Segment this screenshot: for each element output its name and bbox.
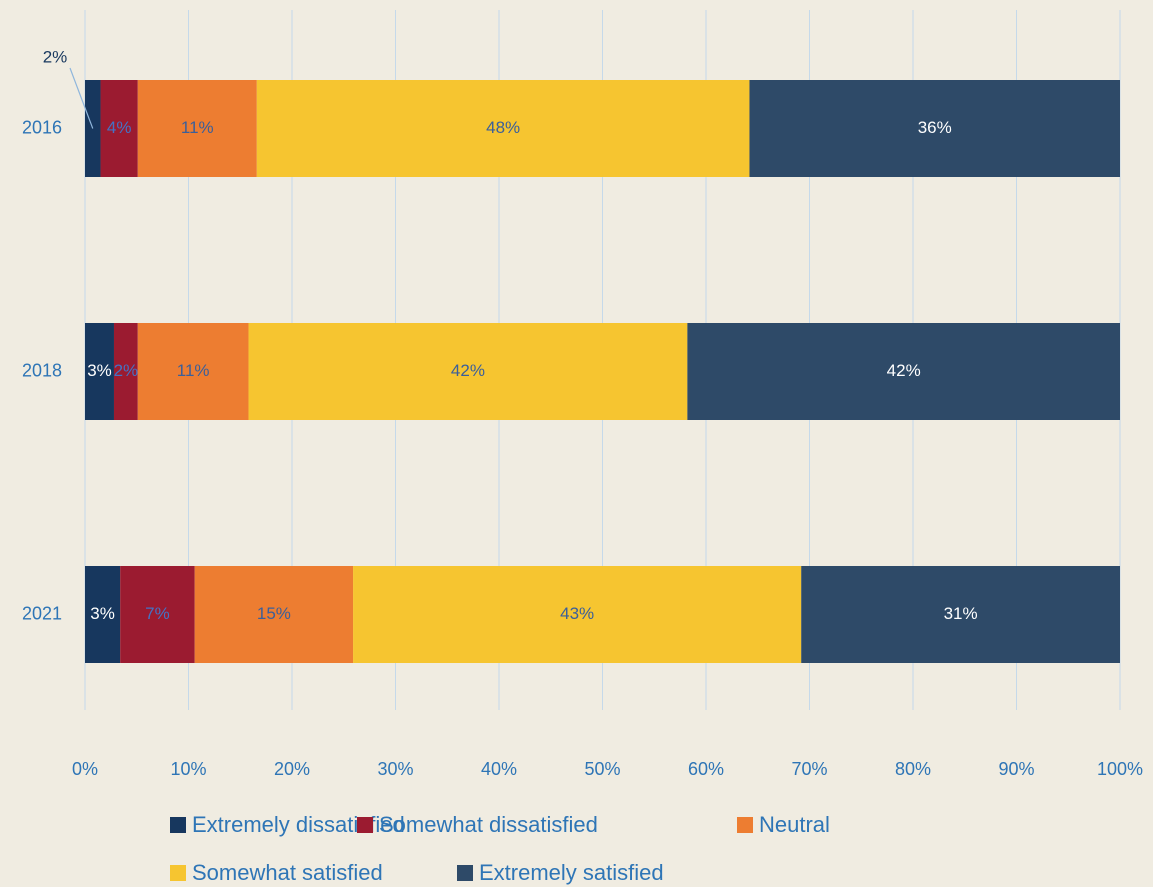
x-tick-label: 70% (791, 759, 827, 779)
data-label: 42% (451, 361, 485, 380)
x-tick-label: 10% (170, 759, 206, 779)
bar-segment (137, 323, 249, 420)
x-tick-label: 80% (895, 759, 931, 779)
data-label: 15% (257, 604, 291, 623)
data-label: 2% (114, 361, 139, 380)
data-label: 3% (90, 604, 115, 623)
legend-swatch (170, 865, 186, 881)
legend-swatch (737, 817, 753, 833)
bar-segment (85, 566, 121, 663)
bar-segment (256, 80, 750, 177)
bar-segment (687, 323, 1120, 420)
bar-segment (353, 566, 802, 663)
x-tick-label: 50% (584, 759, 620, 779)
data-label: 11% (181, 118, 214, 137)
bar-segment (137, 80, 257, 177)
data-label: 3% (87, 361, 112, 380)
bar-segment (749, 80, 1120, 177)
data-label: 11% (177, 361, 210, 380)
category-label: 2016 (22, 117, 62, 137)
data-label: 48% (486, 118, 520, 137)
bar-segment (85, 323, 114, 420)
x-tick-label: 30% (377, 759, 413, 779)
bar-segment (248, 323, 688, 420)
bar-segment (194, 566, 354, 663)
legend-label: Neutral (759, 812, 830, 837)
data-label: 42% (887, 361, 921, 380)
legend-label: Somewhat satisfied (192, 860, 383, 885)
legend-swatch (457, 865, 473, 881)
bar-segment (100, 80, 138, 177)
x-tick-label: 0% (72, 759, 98, 779)
data-label: 2% (43, 47, 68, 66)
data-label: 36% (918, 118, 952, 137)
x-tick-label: 20% (274, 759, 310, 779)
data-label: 7% (145, 604, 170, 623)
x-tick-label: 60% (688, 759, 724, 779)
bar-segment (120, 566, 195, 663)
leader-line (69, 67, 94, 129)
legend-label: Extremely satisfied (479, 860, 664, 885)
data-label: 31% (944, 604, 978, 623)
legend-swatch (170, 817, 186, 833)
legend-label: Somewhat dissatisfied (379, 812, 598, 837)
category-label: 2018 (22, 360, 62, 380)
data-label: 43% (560, 604, 594, 623)
data-label: 4% (107, 118, 132, 137)
x-tick-label: 100% (1097, 759, 1143, 779)
x-tick-label: 40% (481, 759, 517, 779)
x-tick-label: 90% (998, 759, 1034, 779)
category-label: 2021 (22, 603, 62, 623)
legend-swatch (357, 817, 373, 833)
bar-segment (113, 323, 138, 420)
bar-segment (801, 566, 1120, 663)
